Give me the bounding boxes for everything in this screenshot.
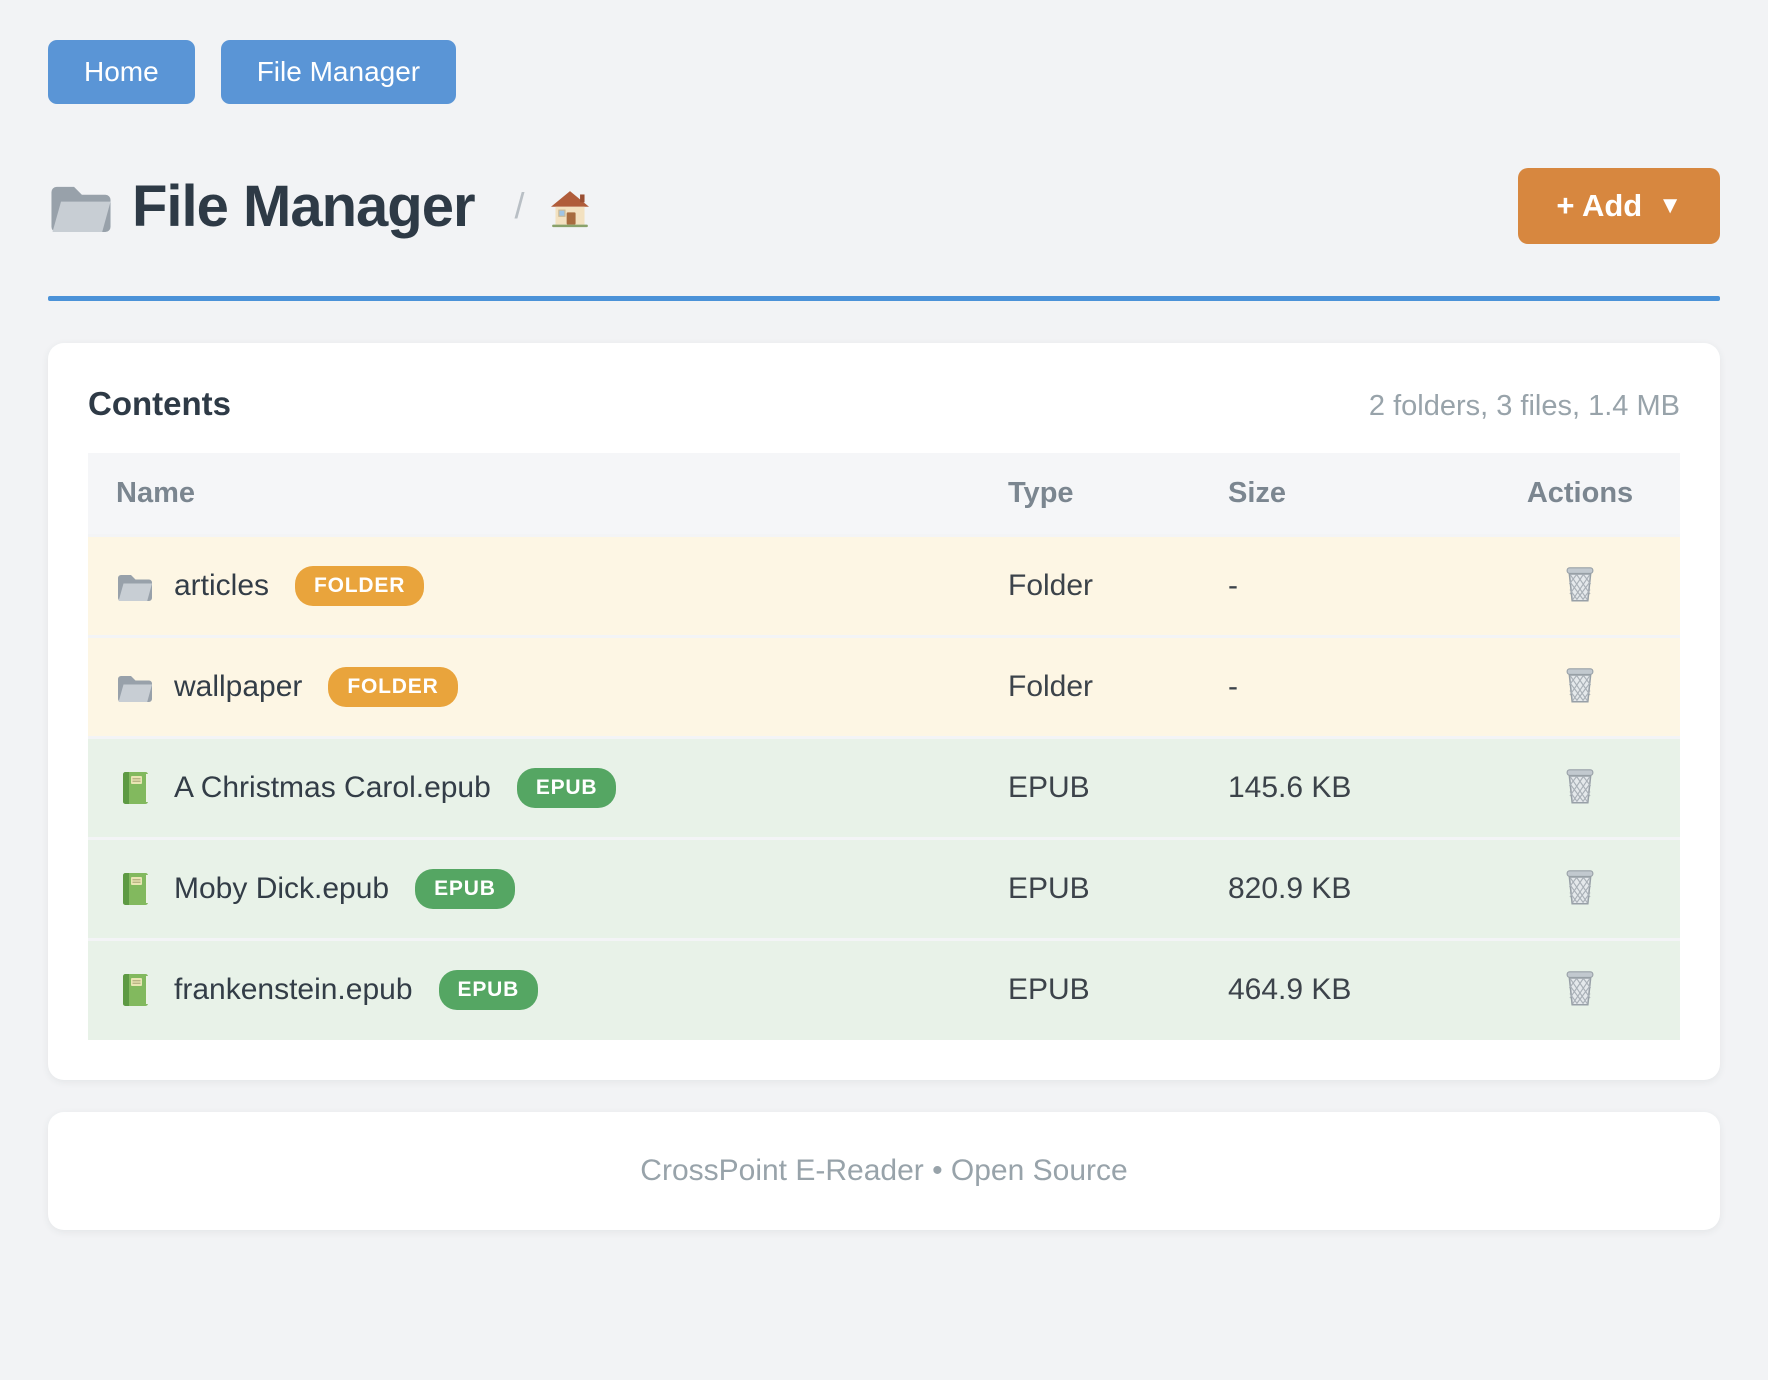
item-type-badge: FOLDER <box>295 565 425 606</box>
column-header-size: Size <box>1228 476 1287 509</box>
add-button[interactable]: + Add ▼ <box>1518 168 1720 244</box>
contents-title: Contents <box>88 385 231 422</box>
item-name[interactable]: wallpaper <box>174 669 303 703</box>
item-type: EPUB <box>1008 973 1090 1007</box>
delete-button[interactable] <box>1560 662 1600 708</box>
breadcrumb-separator: / <box>514 185 525 226</box>
table-row: articles FOLDER Folder - <box>88 535 1680 636</box>
trash-icon <box>1564 969 1596 1007</box>
column-header-type: Type <box>1008 476 1074 509</box>
item-size: 820.9 KB <box>1228 871 1352 905</box>
file-table: Name Type Size Actions articles FOLDER F… <box>88 453 1680 1040</box>
item-type: Folder <box>1008 568 1094 602</box>
book-icon <box>116 771 154 805</box>
item-size: 464.9 KB <box>1228 973 1352 1007</box>
item-name: A Christmas Carol.epub <box>174 770 491 804</box>
contents-card-header: Contents 2 folders, 3 files, 1.4 MB <box>88 385 1680 423</box>
add-button-label: + Add <box>1556 188 1643 223</box>
item-type-badge: FOLDER <box>328 666 458 707</box>
item-name: frankenstein.epub <box>174 973 413 1007</box>
item-size: 145.6 KB <box>1228 770 1352 804</box>
file-table-body: articles FOLDER Folder - wallpaper FOLDE… <box>88 535 1680 1040</box>
delete-button[interactable] <box>1560 561 1600 607</box>
column-header-actions: Actions <box>1526 476 1634 509</box>
book-icon <box>116 872 154 906</box>
header-divider <box>48 296 1720 301</box>
item-type-badge: EPUB <box>438 970 539 1011</box>
footer-card: CrossPoint E-Reader • Open Source <box>48 1112 1720 1230</box>
file-manager-nav-button[interactable]: File Manager <box>220 40 457 104</box>
delete-button[interactable] <box>1560 864 1600 910</box>
page-title: File Manager <box>132 173 476 239</box>
item-size: - <box>1228 568 1238 602</box>
book-icon <box>116 973 154 1007</box>
trash-icon <box>1564 565 1596 603</box>
table-header-row: Name Type Size Actions <box>88 453 1680 535</box>
contents-card: Contents 2 folders, 3 files, 1.4 MB Name… <box>48 343 1720 1080</box>
item-type: EPUB <box>1008 770 1090 804</box>
top-nav: Home File Manager <box>48 40 1720 104</box>
item-type-badge: EPUB <box>415 868 515 909</box>
folder-icon <box>116 569 154 603</box>
trash-icon <box>1564 666 1596 704</box>
item-type-badge: EPUB <box>516 767 617 808</box>
page: Home File Manager File Manager / + Add ▼… <box>48 40 1720 1230</box>
folder-icon <box>116 670 154 704</box>
trash-icon <box>1564 767 1596 805</box>
page-header: File Manager / + Add ▼ <box>48 168 1720 244</box>
table-row: A Christmas Carol.epub EPUB EPUB 145.6 K… <box>88 737 1680 838</box>
chevron-down-icon: ▼ <box>1658 192 1682 219</box>
table-row: wallpaper FOLDER Folder - <box>88 636 1680 737</box>
home-nav-button[interactable]: Home <box>48 40 195 104</box>
item-type: EPUB <box>1008 871 1090 905</box>
delete-button[interactable] <box>1560 965 1600 1011</box>
column-header-name: Name <box>116 476 195 509</box>
contents-summary: 2 folders, 3 files, 1.4 MB <box>1368 390 1680 422</box>
footer-text: CrossPoint E-Reader • Open Source <box>640 1154 1128 1187</box>
item-type: Folder <box>1008 669 1094 703</box>
delete-button[interactable] <box>1560 763 1600 809</box>
item-name[interactable]: articles <box>174 568 270 602</box>
item-size: - <box>1228 669 1238 703</box>
item-name: Moby Dick.epub <box>174 871 390 905</box>
trash-icon <box>1564 868 1596 906</box>
title-group: File Manager / <box>48 173 591 240</box>
folder-icon <box>48 178 114 234</box>
table-row: frankenstein.epub EPUB EPUB 464.9 KB <box>88 939 1680 1040</box>
table-row: Moby Dick.epub EPUB EPUB 820.9 KB <box>88 838 1680 939</box>
home-icon[interactable] <box>549 184 591 228</box>
